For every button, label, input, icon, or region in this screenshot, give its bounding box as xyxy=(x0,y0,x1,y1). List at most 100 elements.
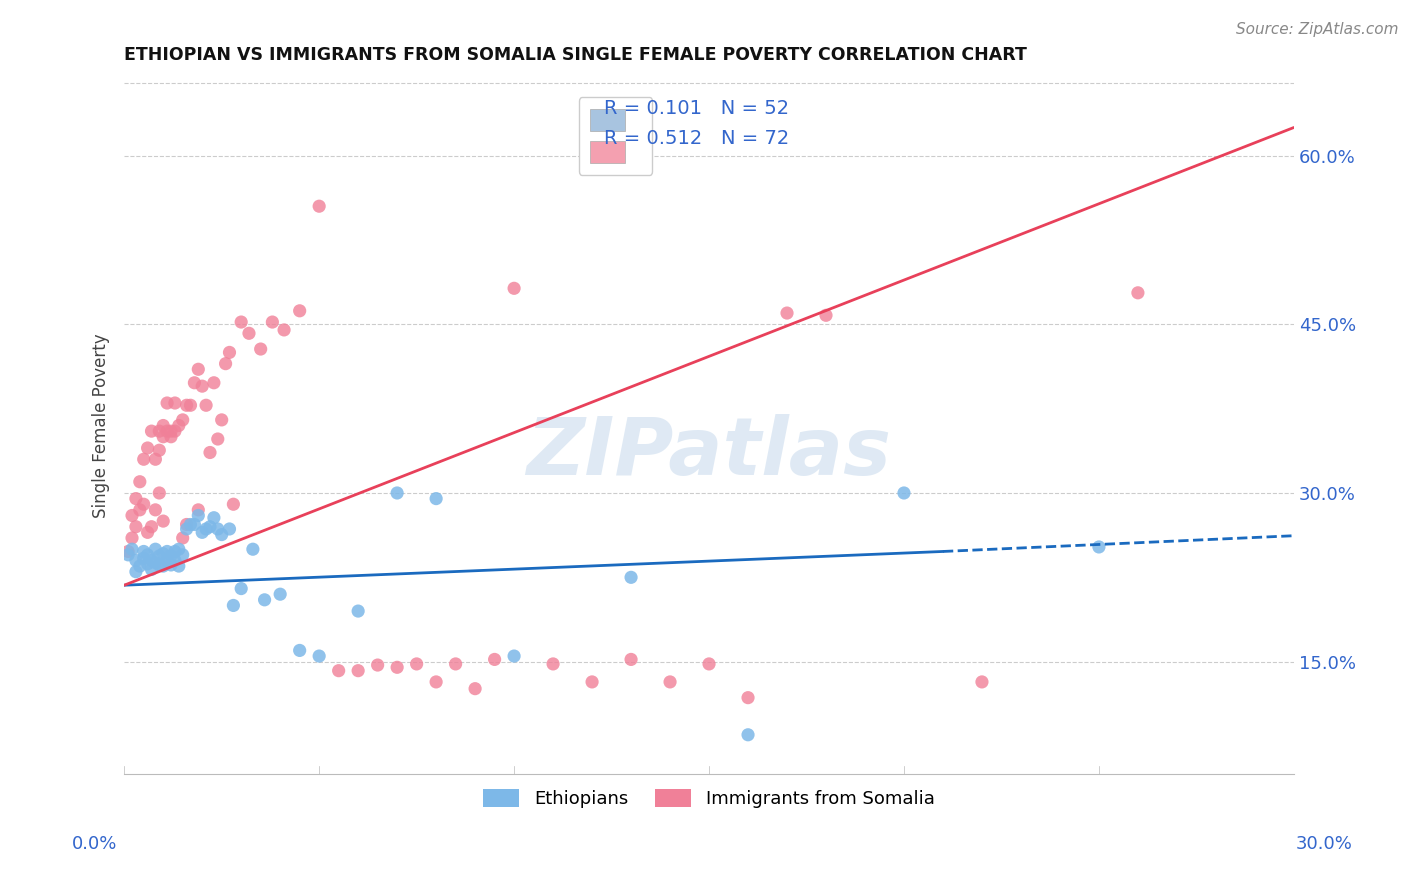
Point xyxy=(385,486,408,500)
Point xyxy=(198,445,221,459)
Point xyxy=(191,379,214,393)
Point xyxy=(308,199,330,213)
Point xyxy=(776,306,799,320)
Point xyxy=(484,652,506,666)
Point xyxy=(167,418,190,433)
Point xyxy=(218,345,240,359)
Point xyxy=(156,424,179,438)
Point xyxy=(128,503,150,517)
Point xyxy=(249,342,271,356)
Point xyxy=(141,553,163,567)
Point xyxy=(195,398,218,412)
Point xyxy=(132,497,155,511)
Point xyxy=(121,531,143,545)
Text: 0.0%: 0.0% xyxy=(72,835,117,853)
Point xyxy=(152,430,174,444)
Text: ZIPatlas: ZIPatlas xyxy=(526,415,891,492)
Point xyxy=(121,542,143,557)
Point xyxy=(176,522,198,536)
Point xyxy=(620,570,643,584)
Point xyxy=(132,452,155,467)
Point xyxy=(117,544,139,558)
Point xyxy=(152,559,174,574)
Point xyxy=(308,648,330,663)
Point xyxy=(163,424,186,438)
Point xyxy=(172,413,194,427)
Point xyxy=(183,376,205,390)
Point xyxy=(167,559,190,574)
Point xyxy=(172,531,194,545)
Point xyxy=(288,643,311,657)
Point xyxy=(202,510,225,524)
Point xyxy=(125,491,148,506)
Point xyxy=(222,497,245,511)
Point xyxy=(132,544,155,558)
Point xyxy=(167,542,190,557)
Text: ETHIOPIAN VS IMMIGRANTS FROM SOMALIA SINGLE FEMALE POVERTY CORRELATION CHART: ETHIOPIAN VS IMMIGRANTS FROM SOMALIA SIN… xyxy=(124,46,1028,64)
Point xyxy=(1126,285,1149,300)
Point xyxy=(121,508,143,523)
Point xyxy=(125,565,148,579)
Point xyxy=(152,514,174,528)
Point xyxy=(328,664,350,678)
Point xyxy=(697,657,720,671)
Point xyxy=(262,315,284,329)
Point xyxy=(211,527,233,541)
Point xyxy=(145,556,167,570)
Point xyxy=(128,559,150,574)
Point xyxy=(970,674,993,689)
Point xyxy=(444,657,467,671)
Point xyxy=(195,522,218,536)
Point xyxy=(132,551,155,566)
Point xyxy=(179,398,201,412)
Point xyxy=(136,548,159,562)
Point xyxy=(156,553,179,567)
Point xyxy=(1088,540,1111,554)
Legend: Ethiopians, Immigrants from Somalia: Ethiopians, Immigrants from Somalia xyxy=(477,781,942,815)
Point xyxy=(207,432,229,446)
Point xyxy=(187,503,209,517)
Point xyxy=(136,525,159,540)
Point xyxy=(141,519,163,533)
Point xyxy=(191,525,214,540)
Point xyxy=(160,549,183,563)
Point xyxy=(145,503,167,517)
Point xyxy=(814,308,837,322)
Text: R = 0.512   N = 72: R = 0.512 N = 72 xyxy=(603,128,789,148)
Point xyxy=(148,558,170,572)
Point xyxy=(202,376,225,390)
Point xyxy=(218,522,240,536)
Point xyxy=(541,657,564,671)
Point xyxy=(128,475,150,489)
Point xyxy=(163,396,186,410)
Point xyxy=(160,558,183,572)
Point xyxy=(425,674,447,689)
Point xyxy=(148,424,170,438)
Point xyxy=(148,486,170,500)
Point xyxy=(367,658,389,673)
Point xyxy=(117,548,139,562)
Point xyxy=(269,587,291,601)
Point xyxy=(211,413,233,427)
Text: Source: ZipAtlas.com: Source: ZipAtlas.com xyxy=(1236,22,1399,37)
Point xyxy=(156,544,179,558)
Point xyxy=(160,424,183,438)
Point xyxy=(207,522,229,536)
Point xyxy=(172,548,194,562)
Text: 30.0%: 30.0% xyxy=(1296,835,1353,853)
Point xyxy=(152,418,174,433)
Point xyxy=(179,517,201,532)
Point xyxy=(148,443,170,458)
Point xyxy=(141,424,163,438)
Point xyxy=(737,728,759,742)
Point xyxy=(273,323,295,337)
Point xyxy=(187,362,209,376)
Point xyxy=(347,604,370,618)
Point xyxy=(163,553,186,567)
Point xyxy=(238,326,260,341)
Point xyxy=(125,519,148,533)
Point xyxy=(347,664,370,678)
Point xyxy=(136,441,159,455)
Point xyxy=(136,557,159,571)
Point xyxy=(141,562,163,576)
